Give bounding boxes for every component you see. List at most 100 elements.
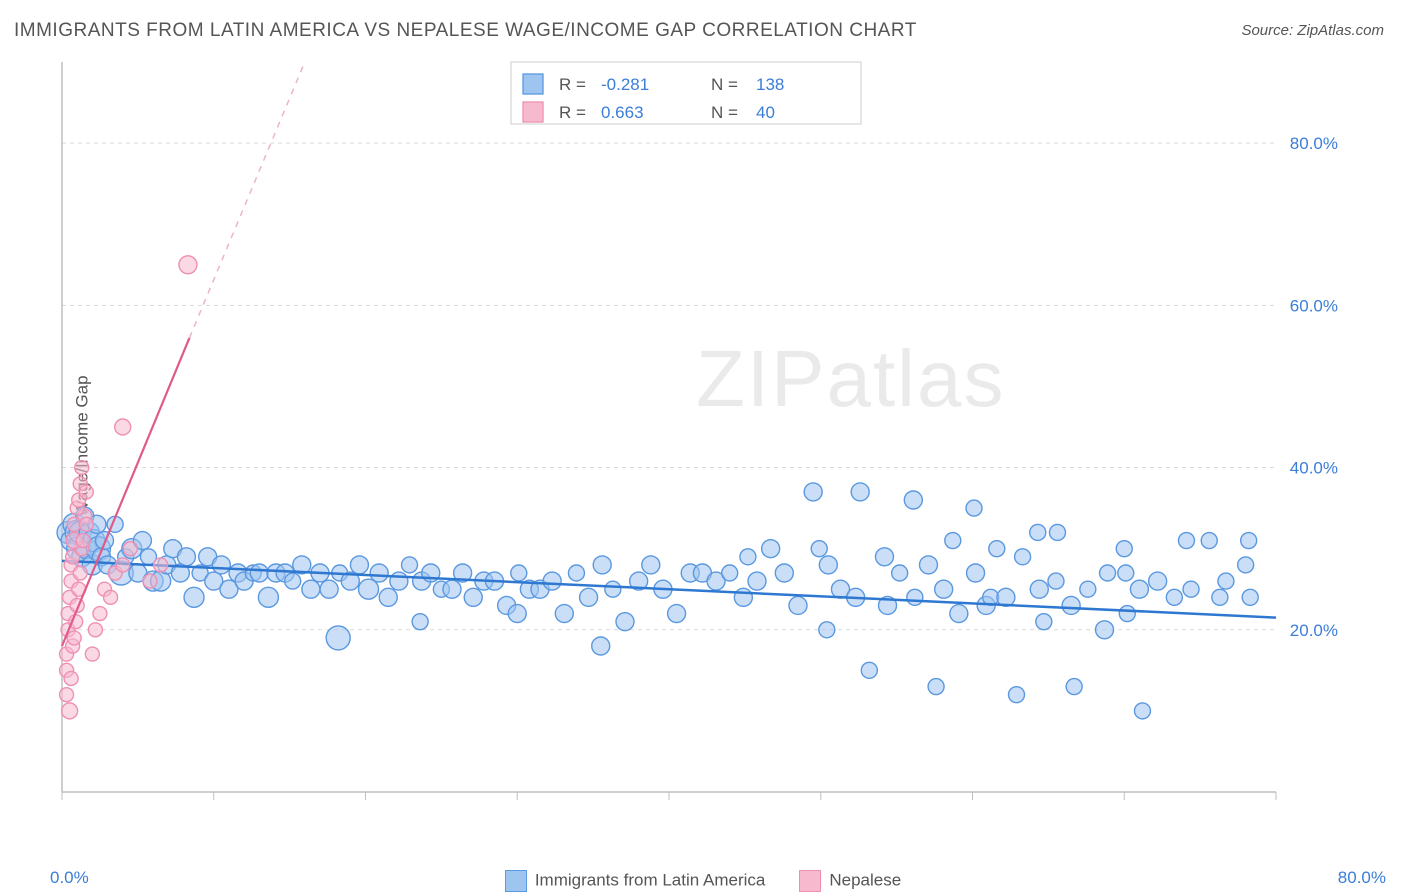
- data-point: [819, 622, 835, 638]
- data-point: [1238, 557, 1254, 573]
- data-point: [1118, 565, 1134, 581]
- data-point: [967, 564, 985, 582]
- data-point: [1048, 573, 1064, 589]
- data-point: [1096, 621, 1114, 639]
- data-point: [950, 605, 968, 623]
- legend-label: Immigrants from Latin America: [535, 870, 766, 889]
- stats-r-value: -0.281: [601, 75, 649, 94]
- stats-swatch: [523, 74, 543, 94]
- data-point: [1149, 572, 1167, 590]
- data-point: [989, 541, 1005, 557]
- data-point: [1049, 524, 1065, 540]
- data-point: [593, 556, 611, 574]
- data-point: [919, 556, 937, 574]
- data-point: [966, 500, 982, 516]
- legend-item: Nepalese: [799, 870, 901, 892]
- data-point: [508, 605, 526, 623]
- data-point: [1030, 524, 1046, 540]
- data-point: [76, 534, 90, 548]
- watermark: ZIPatlas: [696, 334, 1005, 423]
- data-point: [722, 565, 738, 581]
- stats-n-value: 40: [756, 103, 775, 122]
- scatter-plot: 20.0%40.0%60.0%80.0%ZIPatlasR =-0.281N =…: [56, 56, 1346, 826]
- data-point: [64, 671, 78, 685]
- y-tick-label: 40.0%: [1290, 459, 1338, 478]
- data-point: [668, 605, 686, 623]
- data-point: [907, 589, 923, 605]
- data-point: [285, 573, 301, 589]
- data-point: [116, 558, 130, 572]
- data-point: [568, 565, 584, 581]
- stats-n-label: N =: [711, 75, 738, 94]
- data-point: [179, 256, 197, 274]
- data-point: [616, 613, 634, 631]
- data-point: [123, 542, 137, 556]
- data-point: [73, 566, 87, 580]
- source-attribution: Source: ZipAtlas.com: [1241, 22, 1384, 39]
- data-point: [811, 541, 827, 557]
- data-point: [154, 558, 168, 572]
- data-point: [320, 580, 338, 598]
- data-point: [804, 483, 822, 501]
- data-point: [1178, 533, 1194, 549]
- data-point: [592, 637, 610, 655]
- data-point: [851, 483, 869, 501]
- data-point: [1036, 614, 1052, 630]
- data-point: [250, 564, 268, 582]
- legend-item: Immigrants from Latin America: [505, 870, 766, 892]
- data-point: [875, 548, 893, 566]
- data-point: [1218, 573, 1234, 589]
- stats-n-value: 138: [756, 75, 784, 94]
- legend-swatch: [799, 870, 821, 892]
- data-point: [1166, 589, 1182, 605]
- data-point: [464, 588, 482, 606]
- data-point: [379, 588, 397, 606]
- data-point: [359, 579, 379, 599]
- data-point: [928, 679, 944, 695]
- chart-title: IMMIGRANTS FROM LATIN AMERICA VS NEPALES…: [14, 20, 917, 42]
- data-point: [1183, 581, 1199, 597]
- data-point: [75, 461, 89, 475]
- data-point: [1241, 533, 1257, 549]
- data-point: [350, 556, 368, 574]
- data-point: [60, 688, 74, 702]
- data-point: [443, 580, 461, 598]
- stats-r-value: 0.663: [601, 103, 644, 122]
- data-point: [605, 581, 621, 597]
- data-point: [258, 587, 278, 607]
- data-point: [748, 572, 766, 590]
- data-point: [1116, 541, 1132, 557]
- stats-r-label: R =: [559, 75, 586, 94]
- x-axis-max-label: 80.0%: [1338, 868, 1386, 888]
- data-point: [104, 590, 118, 604]
- data-point: [945, 533, 961, 549]
- data-point: [555, 605, 573, 623]
- data-point: [1119, 606, 1135, 622]
- data-point: [79, 517, 93, 531]
- x-axis-min-label: 0.0%: [50, 868, 89, 888]
- data-point: [762, 540, 780, 558]
- data-point: [93, 607, 107, 621]
- data-point: [1015, 549, 1031, 565]
- data-point: [734, 588, 752, 606]
- data-point: [789, 596, 807, 614]
- data-point: [302, 580, 320, 598]
- data-point: [1100, 565, 1116, 581]
- data-point: [85, 647, 99, 661]
- data-point: [212, 556, 230, 574]
- data-point: [1242, 589, 1258, 605]
- data-point: [892, 565, 908, 581]
- data-point: [740, 549, 756, 565]
- data-point: [177, 548, 195, 566]
- data-point: [67, 631, 81, 645]
- data-point: [1201, 533, 1217, 549]
- data-point: [402, 557, 418, 573]
- data-point: [88, 623, 102, 637]
- stats-swatch: [523, 102, 543, 122]
- data-point: [412, 614, 428, 630]
- data-point: [580, 588, 598, 606]
- y-tick-label: 20.0%: [1290, 621, 1338, 640]
- data-point: [642, 556, 660, 574]
- stats-n-label: N =: [711, 103, 738, 122]
- y-tick-label: 60.0%: [1290, 296, 1338, 315]
